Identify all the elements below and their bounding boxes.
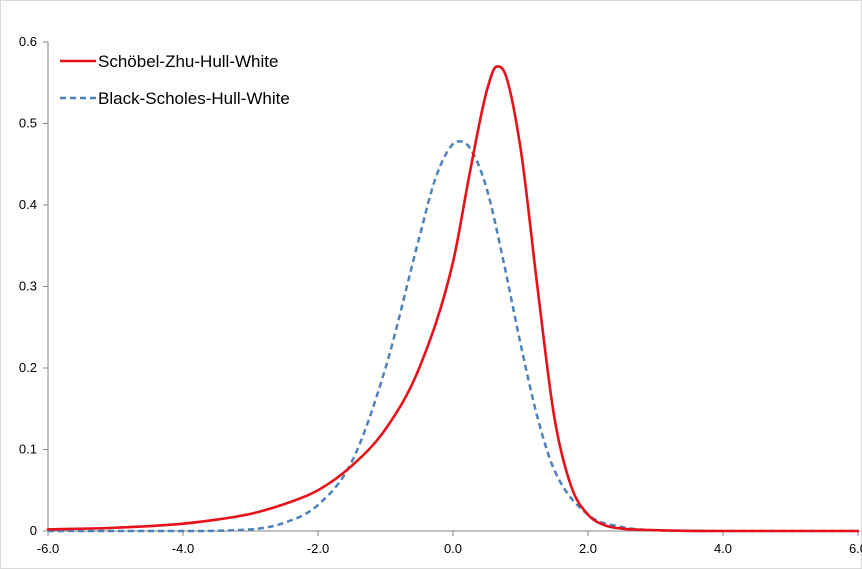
legend-label-black-scholes-hull-white: Black-Scholes-Hull-White <box>98 89 290 108</box>
x-tick-label: -6.0 <box>37 541 59 556</box>
x-tick-label: 4.0 <box>714 541 732 556</box>
x-tick-label: 0.0 <box>444 541 462 556</box>
y-tick-label: 0.2 <box>19 360 37 375</box>
legend: Schöbel-Zhu-Hull-White Black-Scholes-Hul… <box>60 52 290 108</box>
x-tick-label: -2.0 <box>307 541 329 556</box>
x-tick-label: 6.0 <box>849 541 862 556</box>
series-line-schobel-zhu-hull-white <box>46 65 860 533</box>
series-lines <box>46 65 860 533</box>
y-tick-label: 0.4 <box>19 197 37 212</box>
x-tick-labels: -6.0 -4.0 -2.0 0.0 2.0 4.0 6.0 <box>37 541 862 556</box>
y-axis <box>43 41 49 532</box>
y-tick-label: 0 <box>30 523 37 538</box>
x-tick-label: -4.0 <box>172 541 194 556</box>
y-tick-label: 0.3 <box>19 279 37 294</box>
y-tick-labels: 0 0.1 0.2 0.3 0.4 0.5 0.6 <box>19 34 37 538</box>
y-tick-label: 0.6 <box>19 34 37 49</box>
legend-label-schobel-zhu-hull-white: Schöbel-Zhu-Hull-White <box>98 52 278 71</box>
y-tick-label: 0.5 <box>19 116 37 131</box>
y-tick-label: 0.1 <box>19 442 37 457</box>
series-line-black-scholes-hull-white <box>48 140 858 533</box>
x-tick-label: 2.0 <box>579 541 597 556</box>
